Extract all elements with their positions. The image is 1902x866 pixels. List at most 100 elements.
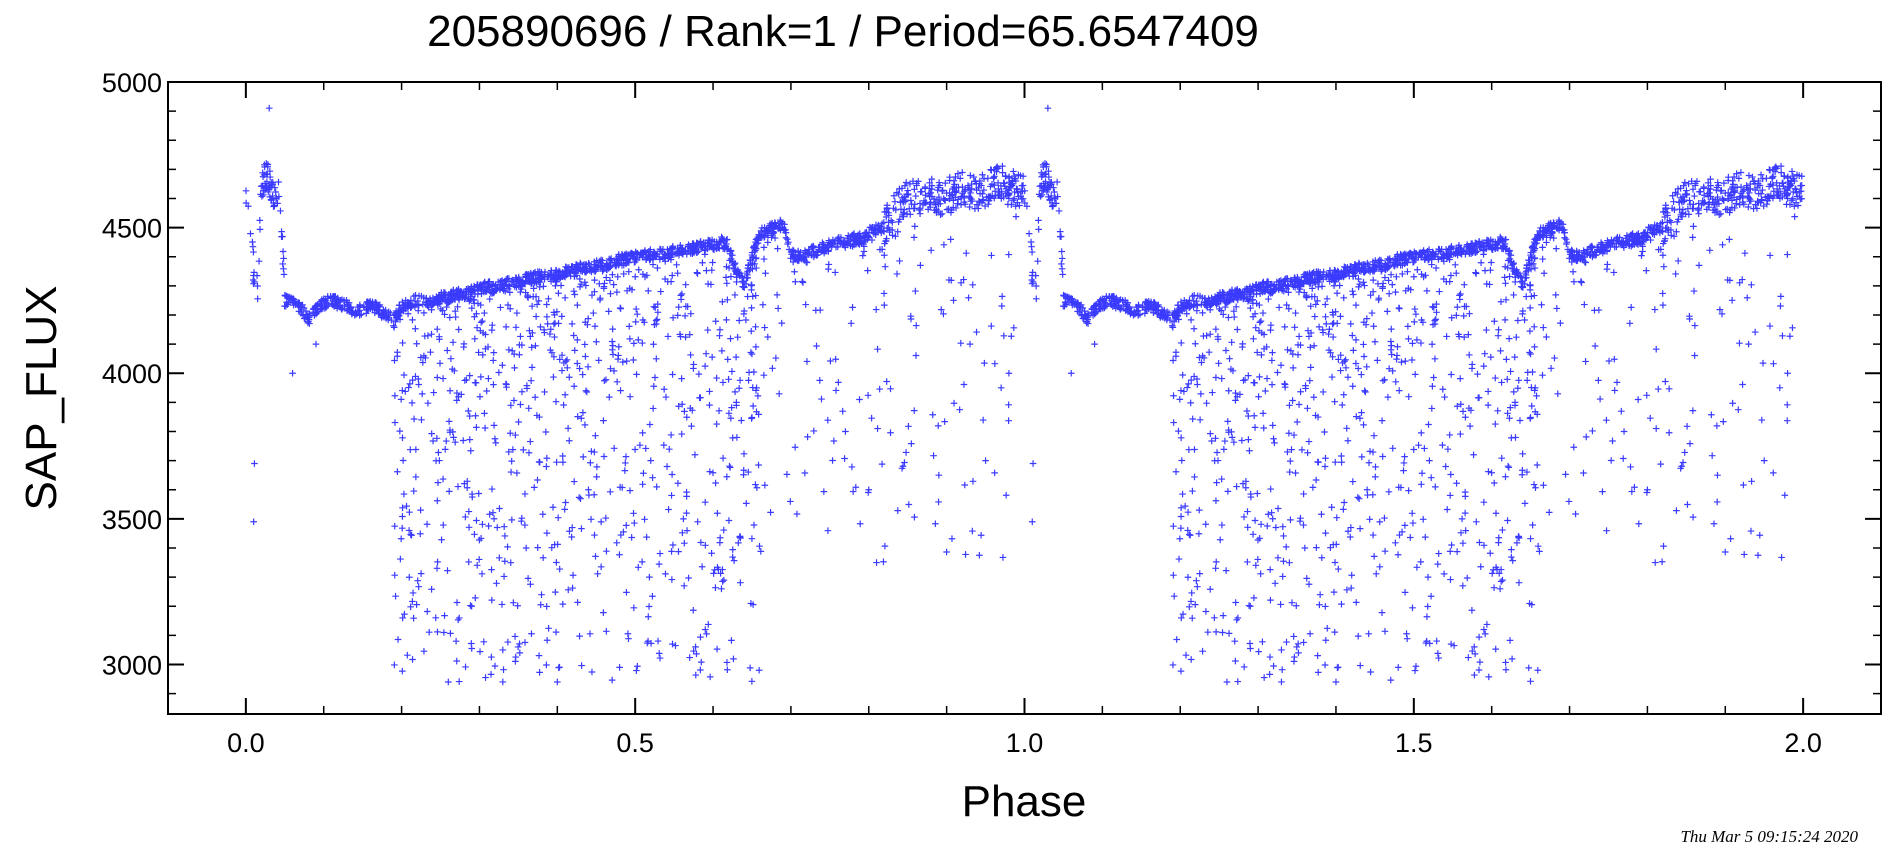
data-point: [588, 448, 595, 455]
data-point: [1329, 320, 1336, 328]
data-point: [1318, 554, 1326, 562]
data-point: [430, 389, 437, 396]
data-point: [1240, 513, 1248, 521]
data-point: [1781, 185, 1789, 193]
data-point: [571, 347, 579, 354]
data-point: [251, 278, 258, 286]
data-point: [538, 591, 545, 598]
data-point: [692, 671, 700, 679]
data-point: [1323, 295, 1331, 303]
data-point: [669, 541, 677, 549]
data-point: [1418, 469, 1426, 477]
data-point: [277, 207, 284, 215]
data-point: [1724, 177, 1732, 184]
data-point: [1257, 570, 1264, 578]
data-point: [581, 341, 589, 348]
data-point: [490, 515, 498, 523]
data-point: [1405, 487, 1412, 494]
data-point: [1526, 327, 1534, 335]
data-point: [1538, 301, 1545, 309]
data-point: [1009, 177, 1016, 184]
data-point: [1534, 666, 1542, 674]
data-point: [405, 573, 413, 581]
data-point: [1387, 325, 1395, 333]
data-point: [999, 169, 1006, 176]
data-point: [343, 297, 350, 304]
data-point: [1280, 532, 1287, 540]
data-point: [757, 548, 765, 555]
data-point: [1508, 553, 1515, 561]
data-point: [488, 326, 496, 334]
data-point: [1284, 346, 1291, 354]
data-point: [1718, 187, 1725, 194]
data-point: [1289, 364, 1297, 372]
data-point: [883, 235, 890, 242]
data-point: [473, 561, 481, 569]
data-point: [269, 192, 276, 200]
data-point: [1043, 188, 1051, 196]
data-point: [601, 377, 608, 385]
data-point: [1501, 316, 1509, 324]
data-point: [976, 551, 983, 559]
data-point: [613, 288, 621, 296]
data-point: [644, 613, 652, 621]
data-point: [1315, 458, 1322, 466]
data-point: [720, 526, 728, 534]
data-point: [1035, 226, 1042, 233]
data-point: [895, 190, 902, 198]
data-point: [391, 661, 398, 669]
data-point: [508, 457, 515, 465]
data-point: [1369, 276, 1377, 284]
data-point: [1354, 494, 1362, 501]
data-point: [1188, 589, 1196, 597]
data-point: [1435, 550, 1442, 557]
data-point: [412, 473, 420, 481]
data-point: [652, 355, 660, 363]
data-point: [545, 295, 552, 303]
data-point: [1354, 632, 1362, 640]
data-point: [428, 330, 435, 338]
data-point: [1355, 495, 1363, 502]
data-point: [1189, 487, 1196, 495]
data-point: [1457, 290, 1464, 298]
data-point: [1246, 447, 1253, 455]
data-point: [780, 225, 788, 233]
data-point: [1446, 278, 1454, 285]
data-point: [675, 303, 682, 311]
data-point: [785, 246, 793, 253]
data-point: [488, 485, 496, 493]
data-point: [1191, 601, 1199, 608]
data-point: [1492, 509, 1500, 517]
data-point: [1290, 633, 1298, 640]
data-point: [1778, 179, 1786, 187]
data-point: [1010, 168, 1017, 175]
data-point: [595, 357, 603, 364]
data-point: [1521, 316, 1528, 324]
data-point: [663, 463, 671, 470]
data-point: [1436, 288, 1443, 295]
data-point: [735, 384, 743, 392]
data-point: [1411, 318, 1418, 326]
data-point: [681, 539, 688, 547]
data-point: [561, 391, 569, 399]
data-point: [1259, 638, 1266, 646]
data-point: [445, 488, 453, 495]
data-point: [1259, 410, 1267, 417]
data-point: [1318, 510, 1325, 518]
data-point: [1442, 463, 1449, 470]
data-point: [420, 309, 428, 317]
data-point: [660, 441, 668, 449]
data-point: [400, 490, 408, 498]
data-point: [1417, 481, 1425, 488]
data-point: [1225, 630, 1233, 637]
data-point: [1110, 293, 1118, 300]
data-point: [249, 243, 257, 250]
data-point: [1207, 430, 1214, 437]
data-point: [607, 256, 614, 264]
data-point: [1440, 570, 1448, 578]
data-point: [1194, 583, 1201, 590]
data-point: [704, 326, 712, 334]
data-point: [1509, 557, 1517, 564]
data-point: [1495, 534, 1503, 542]
data-point: [1263, 375, 1271, 382]
